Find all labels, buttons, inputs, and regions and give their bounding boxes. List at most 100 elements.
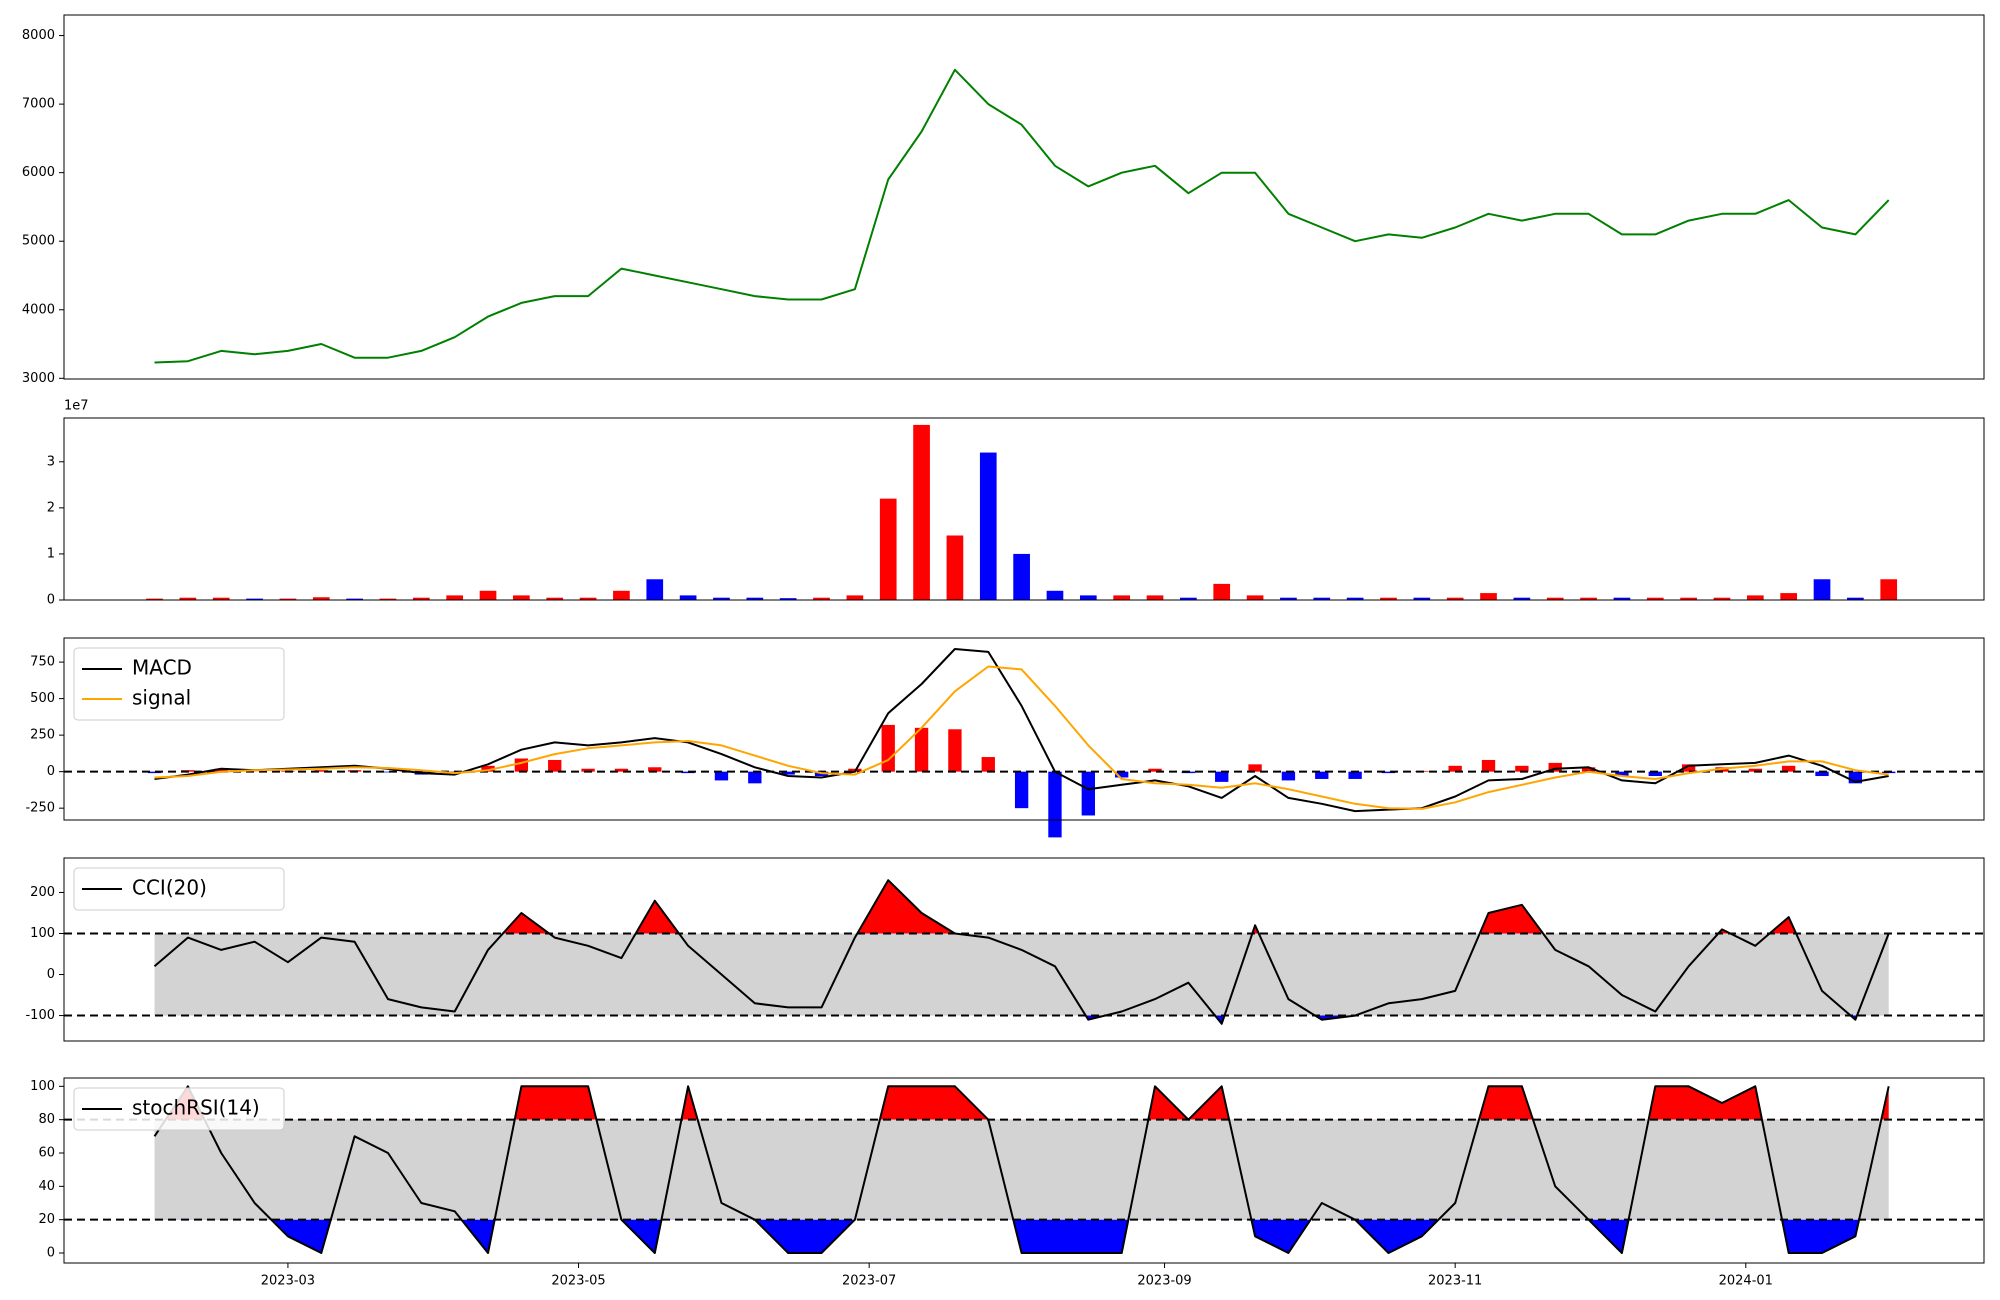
volume-bar xyxy=(446,595,464,600)
volume-bar xyxy=(279,598,297,600)
y-tick-label: 6000 xyxy=(22,165,55,180)
x-tick-label: 2023-07 xyxy=(842,1274,896,1289)
y-tick-label: 200 xyxy=(30,885,55,900)
histogram-bar xyxy=(1381,771,1396,774)
overbought-fill xyxy=(154,1086,1889,1120)
x-tick-label: 2023-09 xyxy=(1137,1274,1191,1289)
volume-bar xyxy=(246,598,263,600)
histogram-bar xyxy=(1081,771,1095,816)
volume-bar xyxy=(646,579,664,600)
y-tick-label: 0 xyxy=(47,967,55,982)
legend-label: CCI(20) xyxy=(132,876,207,900)
y-tick-label: 1 xyxy=(47,546,55,561)
y-tick-label: 0 xyxy=(47,1246,55,1261)
volume-bar xyxy=(979,452,997,600)
y-tick-label: -250 xyxy=(25,801,55,816)
volume-bar xyxy=(1180,597,1197,600)
x-tick-label: 2023-03 xyxy=(261,1274,315,1289)
volume-bar xyxy=(1346,597,1364,600)
volume-bar xyxy=(379,598,397,600)
volume-bar xyxy=(813,597,830,600)
volume-bar xyxy=(1847,597,1864,600)
volume-bar xyxy=(1380,597,1397,600)
x-tick-label: 2024-01 xyxy=(1719,1274,1773,1289)
legend-label: signal xyxy=(132,686,191,710)
histogram-bar xyxy=(214,768,228,772)
volume-bar xyxy=(146,598,163,600)
volume-bar xyxy=(1680,597,1697,600)
y-tick-label: 0 xyxy=(47,593,55,608)
level-band xyxy=(154,1119,1889,1220)
y-tick-label: 100 xyxy=(30,926,55,941)
histogram-bar xyxy=(1448,765,1462,772)
y-tick-label: 500 xyxy=(30,691,55,706)
volume-bar xyxy=(1646,597,1664,600)
volume-bar xyxy=(946,535,964,600)
legend-box xyxy=(73,1087,285,1131)
histogram-bar xyxy=(881,724,895,772)
histogram-bar xyxy=(981,757,995,772)
histogram-bar xyxy=(1848,771,1863,784)
volume-bar xyxy=(1713,597,1731,600)
volume-bar xyxy=(1580,597,1597,600)
volume-bar xyxy=(1146,595,1164,600)
x-tick-label: 2023-11 xyxy=(1428,1274,1482,1289)
histogram-bar xyxy=(381,771,395,773)
histogram-bar xyxy=(748,771,762,784)
legend: stochRSI(14) xyxy=(73,1087,285,1131)
volume-bar xyxy=(179,597,197,600)
y-tick-label: 3000 xyxy=(22,371,55,386)
histogram-bar xyxy=(948,729,962,772)
volume-bar xyxy=(713,597,730,600)
volume-bar xyxy=(1746,595,1764,600)
indicator-line xyxy=(153,1085,1890,1254)
volume-bar xyxy=(746,597,764,600)
volume-bar xyxy=(1413,597,1431,600)
indicator-line xyxy=(154,665,1889,810)
oversold-fill xyxy=(154,1219,1889,1253)
y-tick-label: 2 xyxy=(47,500,55,515)
volume-bar xyxy=(1079,595,1097,600)
y-tick-label: 3 xyxy=(47,454,55,469)
volume-bar xyxy=(312,597,330,600)
histogram-bar xyxy=(1014,771,1029,809)
histogram-bar xyxy=(1048,771,1062,838)
volume-bar xyxy=(1813,579,1831,600)
y-tick-label: 0 xyxy=(47,764,55,779)
histogram-bar xyxy=(914,727,929,772)
volume-bar xyxy=(1113,595,1131,600)
y-tick-label: 7000 xyxy=(22,97,55,112)
plot-frame xyxy=(63,857,1985,1042)
histogram-bar xyxy=(1548,762,1562,772)
y-tick-label: 80 xyxy=(38,1112,55,1127)
histogram-bar xyxy=(1481,759,1496,772)
histogram-bar xyxy=(314,770,328,772)
price-line xyxy=(154,68,1890,364)
y-tick-label: 100 xyxy=(30,1079,55,1094)
histogram-bar xyxy=(481,765,495,772)
histogram-bar xyxy=(581,768,595,772)
level-band xyxy=(154,933,1889,1016)
indicator-line xyxy=(153,879,1890,1025)
histogram-bar xyxy=(1248,764,1262,772)
histogram-bar xyxy=(614,768,629,772)
volume-bar xyxy=(546,597,564,600)
volume-bar xyxy=(1446,597,1464,600)
histogram-bar xyxy=(1748,768,1762,772)
histogram-bar xyxy=(648,767,662,772)
volume-bar xyxy=(779,598,797,600)
volume-bar xyxy=(679,595,697,600)
histogram-bar xyxy=(1114,771,1129,778)
histogram-bar xyxy=(1681,764,1696,772)
histogram-bar xyxy=(1648,771,1662,777)
plot-frame xyxy=(63,14,1985,380)
histogram-bar xyxy=(514,758,529,772)
y-tick-label: -100 xyxy=(25,1008,55,1023)
volume-bar xyxy=(1246,595,1264,600)
y-tick-label: 20 xyxy=(38,1212,55,1227)
histogram-bar xyxy=(548,759,562,772)
y-tick-label: 4000 xyxy=(22,302,55,317)
volume-bar xyxy=(1480,593,1497,600)
legend-label: MACD xyxy=(132,656,192,680)
histogram-bar xyxy=(1581,767,1596,772)
